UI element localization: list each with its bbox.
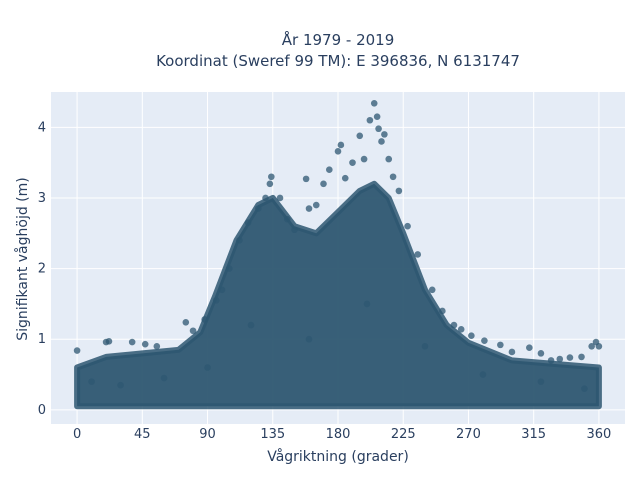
scatter-point bbox=[537, 378, 545, 385]
scatter-point bbox=[266, 180, 274, 188]
scatter-points bbox=[73, 100, 603, 392]
scatter-point bbox=[366, 116, 374, 124]
scatter-point bbox=[305, 335, 313, 343]
scatter-point bbox=[381, 131, 388, 138]
scatter-point bbox=[218, 286, 226, 294]
scatter-point bbox=[508, 348, 516, 356]
chart-subtitle: Koordinat (Sweref 99 TM): E 396836, N 61… bbox=[156, 52, 520, 70]
x-tick-label: 315 bbox=[521, 427, 546, 442]
scatter-point bbox=[526, 344, 533, 352]
scatter-point bbox=[479, 371, 487, 378]
y-axis-ticks: 0 1 2 3 4 bbox=[38, 120, 46, 418]
chart-title: År 1979 - 2019 bbox=[282, 30, 395, 49]
scatter-point bbox=[375, 125, 382, 133]
scatter-point bbox=[201, 316, 208, 323]
scatter-point bbox=[182, 318, 190, 326]
scatter-point bbox=[302, 175, 310, 183]
scatter-point bbox=[450, 321, 458, 329]
scatter-point bbox=[414, 251, 422, 258]
scatter-point bbox=[236, 237, 243, 244]
scatter-point bbox=[421, 342, 429, 350]
scatter-point bbox=[547, 357, 555, 364]
scatter-point bbox=[283, 215, 291, 223]
scatter-point bbox=[588, 342, 595, 350]
x-tick-label: 135 bbox=[260, 427, 285, 442]
scatter-point bbox=[244, 219, 252, 226]
point-cloud-area bbox=[74, 180, 602, 410]
scatter-point bbox=[468, 332, 475, 340]
scatter-point bbox=[276, 194, 284, 202]
scatter-point bbox=[481, 337, 488, 344]
scatter-point bbox=[341, 174, 349, 182]
y-tick-label: 1 bbox=[38, 332, 46, 347]
x-axis-ticks: 0 45 90 135 180 225 270 315 360 bbox=[73, 427, 611, 442]
y-axis-label: Signifikant våghöjd (m) bbox=[14, 177, 31, 340]
x-tick-label: 270 bbox=[456, 427, 481, 442]
scatter-point bbox=[334, 148, 342, 155]
scatter-point bbox=[497, 341, 504, 349]
scatter-point bbox=[268, 173, 275, 181]
point-cloud bbox=[74, 180, 602, 410]
y-tick-label: 4 bbox=[38, 120, 46, 135]
scatter-point bbox=[160, 374, 168, 382]
scatter-point bbox=[360, 155, 368, 163]
x-tick-label: 90 bbox=[199, 427, 216, 442]
scatter-point bbox=[581, 385, 588, 392]
x-tick-label: 180 bbox=[326, 427, 351, 442]
scatter-point bbox=[291, 226, 298, 234]
scatter-point bbox=[212, 297, 220, 304]
scatter-point bbox=[105, 338, 113, 345]
scatter-point bbox=[378, 138, 385, 145]
scatter-point bbox=[566, 354, 574, 361]
scatter-point bbox=[204, 364, 211, 371]
scatter-point bbox=[128, 338, 136, 346]
x-tick-label: 0 bbox=[73, 427, 81, 442]
y-tick-label: 3 bbox=[38, 191, 46, 206]
scatter-point bbox=[305, 205, 313, 212]
scatter-point bbox=[326, 166, 333, 174]
scatter-point bbox=[141, 340, 149, 348]
scatter-point bbox=[389, 173, 397, 181]
scatter-point bbox=[385, 155, 393, 163]
scatter-point bbox=[349, 159, 356, 166]
scatter-point bbox=[262, 194, 269, 202]
scatter-point bbox=[395, 187, 403, 195]
x-tick-label: 360 bbox=[586, 427, 611, 442]
scatter-point bbox=[189, 327, 197, 335]
scatter-point bbox=[404, 222, 411, 230]
x-axis-label: Vågriktning (grader) bbox=[267, 448, 409, 465]
scatter-point bbox=[117, 381, 124, 389]
scatter-point bbox=[428, 286, 436, 294]
scatter-point bbox=[247, 321, 255, 329]
scatter-point bbox=[254, 205, 262, 212]
scatter-point bbox=[337, 141, 345, 149]
scatter-point bbox=[595, 342, 603, 350]
y-tick-label: 2 bbox=[38, 262, 46, 277]
scatter-point bbox=[457, 326, 465, 333]
scatter-point bbox=[153, 342, 161, 350]
scatter-point bbox=[73, 347, 81, 354]
scatter-point bbox=[556, 355, 564, 363]
scatter-point bbox=[439, 307, 446, 315]
scatter-point bbox=[356, 132, 364, 140]
scatter-point bbox=[88, 378, 95, 385]
scatter-point bbox=[320, 180, 327, 188]
x-tick-label: 45 bbox=[134, 427, 151, 442]
x-tick-label: 225 bbox=[391, 427, 416, 442]
scatter-point bbox=[370, 100, 378, 107]
scatter-point bbox=[578, 353, 585, 361]
y-tick-label: 0 bbox=[38, 403, 46, 418]
scatter-point bbox=[537, 350, 545, 357]
scatter-point bbox=[363, 300, 371, 308]
scatter-point bbox=[225, 265, 233, 272]
scatter-point bbox=[312, 201, 320, 209]
scatter-point bbox=[373, 113, 381, 121]
